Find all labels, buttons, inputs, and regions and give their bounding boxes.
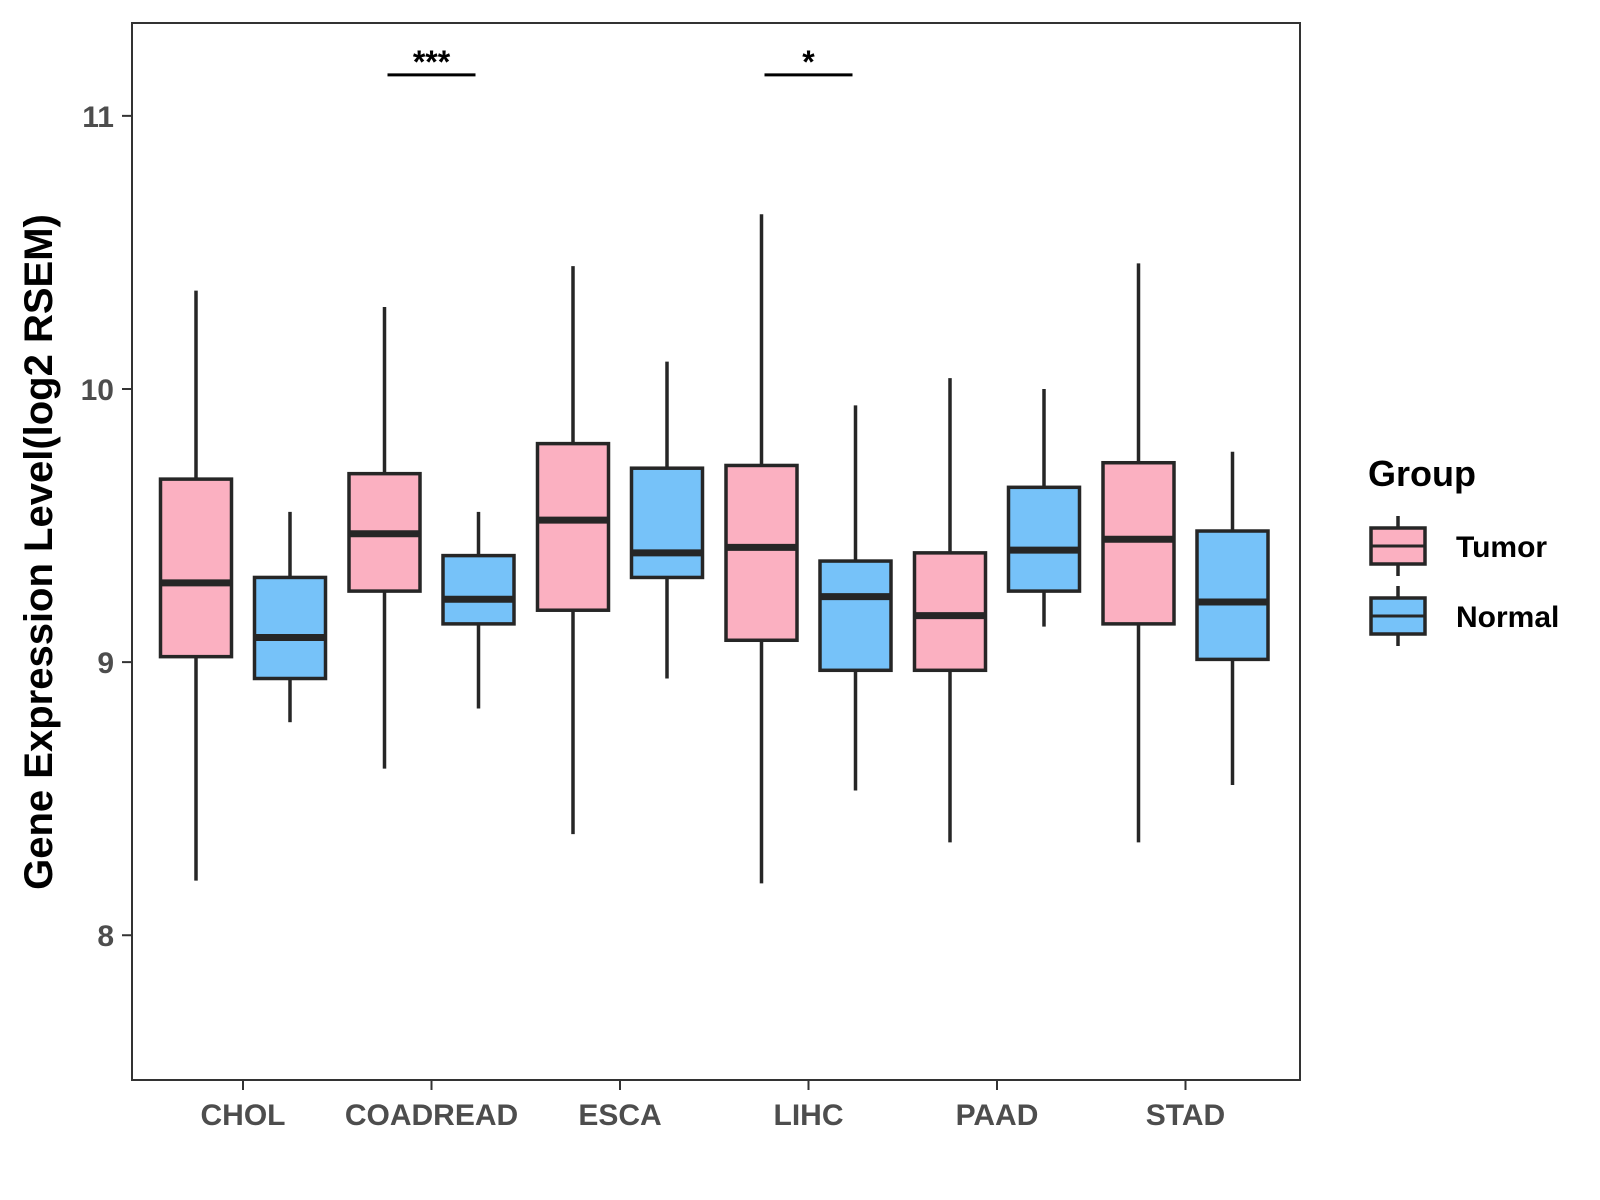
legend: Group Tumor Normal (1368, 453, 1559, 646)
iqr-box-paad-normal (1006, 485, 1082, 593)
box-chol-normal (252, 511, 328, 723)
significance-label: *** (413, 44, 451, 80)
box-lihc-tumor (724, 214, 799, 884)
y-tick-label: 11 (82, 101, 114, 134)
iqr-box-chol-tumor (158, 477, 234, 659)
significance-lihc: * (764, 44, 853, 80)
panel-border (131, 22, 1301, 1081)
legend-label: Normal (1456, 601, 1559, 634)
box-chol-tumor (158, 290, 234, 881)
iqr-box-esca-normal (629, 466, 705, 580)
iqr-box-esca-tumor (535, 441, 611, 612)
x-tick-label: PAAD (956, 1099, 1039, 1132)
legend-title: Group (1368, 453, 1476, 494)
plot-layer: *** * (158, 44, 1270, 884)
box-paad-normal (1006, 388, 1082, 627)
y-tick-label: 9 (97, 647, 114, 680)
iqr-box-stad-tumor (1101, 460, 1176, 626)
significance-label: * (802, 44, 815, 80)
iqr-box-lihc-tumor (724, 463, 799, 643)
box-coadread-tumor (347, 307, 422, 769)
axis-layer: 8 9 10 11 CHOL COADREAD ESCA LIHC PAAD STAD (81, 101, 1226, 1132)
y-tick-label: 8 (97, 920, 114, 953)
legend-label: Tumor (1456, 531, 1547, 564)
x-tick-label: CHOL (201, 1099, 286, 1132)
significance-coadread: *** (387, 44, 476, 80)
box-stad-normal (1195, 451, 1270, 786)
legend-entry-tumor: Tumor (1369, 516, 1547, 576)
legend-entry-normal: Normal (1369, 586, 1559, 646)
x-tick-label: LIHC (774, 1099, 844, 1132)
iqr-box-coadread-normal (441, 553, 516, 626)
y-tick-label: 10 (81, 374, 114, 407)
box-esca-normal (629, 361, 705, 679)
box-stad-tumor (1101, 263, 1176, 843)
iqr-box-lihc-normal (818, 559, 893, 673)
iqr-box-stad-normal (1195, 529, 1270, 662)
y-axis-title: Gene Expression Level(log2 RSEM) (17, 214, 61, 890)
iqr-box-paad-tumor (912, 551, 988, 673)
box-esca-tumor (535, 266, 611, 835)
x-tick-label: STAD (1146, 1099, 1225, 1132)
iqr-box-chol-normal (252, 575, 328, 681)
x-tick-label: COADREAD (345, 1099, 518, 1132)
box-coadread-normal (441, 511, 516, 709)
x-tick-label: ESCA (578, 1099, 661, 1132)
box-lihc-normal (818, 405, 893, 791)
box-paad-tumor (912, 378, 988, 843)
